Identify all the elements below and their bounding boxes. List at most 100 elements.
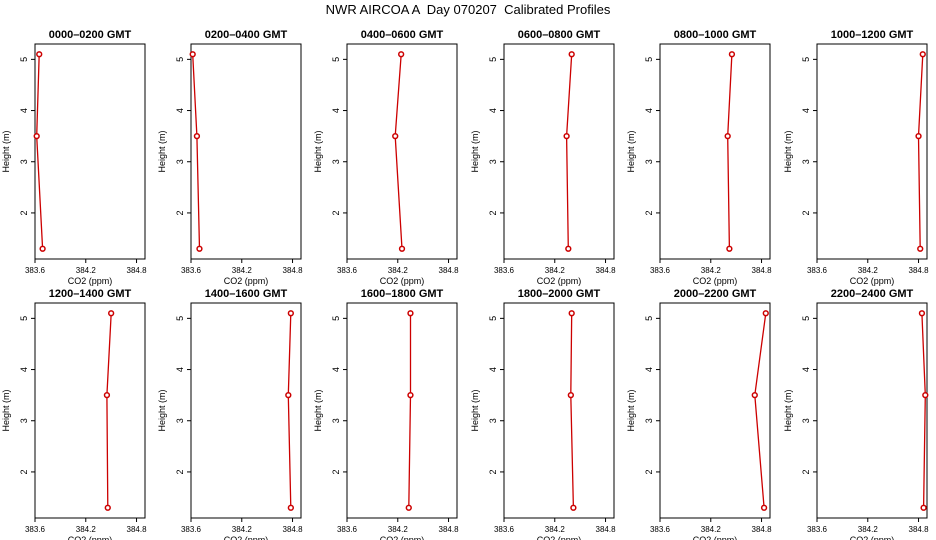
panel-title: 2200–2400 GMT [831, 288, 914, 300]
panel-title: 0200–0400 GMT [205, 29, 288, 41]
y-tick-label: 3 [801, 418, 811, 423]
profile-line [754, 313, 767, 508]
y-tick-label: 2 [488, 469, 498, 474]
x-tick-label: 384.8 [127, 266, 148, 275]
y-axis-label: Height (m) [626, 130, 636, 172]
plot-frame [34, 43, 146, 260]
y-tick-label: 4 [19, 367, 29, 372]
profile-point [728, 51, 736, 58]
profile-point [405, 504, 412, 511]
plot-frame [190, 302, 302, 519]
profile-point [726, 245, 733, 252]
y-axis-label: Height (m) [626, 389, 636, 431]
x-tick-label: 384.8 [752, 525, 773, 534]
x-tick-label: 384.2 [858, 525, 879, 534]
y-tick-label: 3 [175, 159, 185, 164]
plot-frame [816, 43, 928, 260]
x-tick-label: 384.2 [545, 266, 566, 275]
y-axis-label: Height (m) [313, 130, 323, 172]
profile-point [568, 51, 575, 58]
x-tick-label: 384.8 [596, 525, 617, 534]
y-tick-label: 5 [331, 316, 341, 321]
y-tick-label: 5 [488, 57, 498, 62]
profile-point [285, 391, 292, 399]
x-tick-label: 384.2 [388, 525, 409, 534]
plot-frame [346, 302, 458, 519]
profile-line [106, 313, 112, 508]
profile-point [287, 310, 294, 317]
x-tick-label: 384.8 [909, 525, 930, 534]
x-tick-label: 384.8 [752, 266, 773, 275]
x-axis-label: CO2 (ppm) [68, 535, 113, 540]
panel-title: 1400–1600 GMT [205, 288, 288, 300]
y-tick-label: 2 [19, 469, 29, 474]
x-tick-label: 383.6 [807, 525, 828, 534]
y-tick-label: 3 [644, 159, 654, 164]
y-tick-label: 4 [19, 108, 29, 113]
x-tick-label: 383.6 [181, 525, 202, 534]
y-tick-label: 5 [644, 57, 654, 62]
y-axis-label: Height (m) [783, 130, 793, 172]
profile-line [921, 313, 926, 508]
panel-title: 0600–0800 GMT [518, 29, 601, 41]
x-tick-label: 383.6 [337, 525, 358, 534]
x-tick-label: 384.2 [701, 525, 722, 534]
profile-point [568, 310, 575, 317]
plot-frame [659, 302, 771, 519]
y-axis-label: Height (m) [157, 130, 167, 172]
profile-line [287, 313, 292, 508]
panel-12: 2200–2400 GMT 383.6 384.2 384.8 CO2 (ppm) 2 3 4… [783, 288, 929, 540]
y-tick-label: 5 [331, 57, 341, 62]
profile-point [563, 132, 570, 140]
panel-title: 1000–1200 GMT [831, 29, 914, 41]
plot-frame [346, 43, 458, 260]
x-tick-label: 384.2 [701, 266, 722, 275]
panel-6: 1000–1200 GMT 383.6 384.2 384.8 CO2 (ppm) 2 3 4… [783, 29, 929, 286]
x-axis-label: CO2 (ppm) [537, 535, 582, 540]
y-axis-label: Height (m) [783, 389, 793, 431]
plot-frame [190, 43, 302, 260]
x-axis-label: CO2 (ppm) [380, 276, 425, 286]
x-tick-label: 384.2 [388, 266, 409, 275]
y-tick-label: 5 [488, 316, 498, 321]
y-tick-label: 5 [175, 57, 185, 62]
y-tick-label: 5 [801, 57, 811, 62]
y-axis-label: Height (m) [1, 389, 11, 431]
panel-title: 2000–2200 GMT [674, 288, 757, 300]
x-tick-label: 384.8 [596, 266, 617, 275]
y-tick-label: 3 [488, 159, 498, 164]
y-axis-label: Height (m) [1, 130, 11, 172]
profile-line [408, 313, 412, 508]
profile-point [751, 391, 758, 399]
x-axis-label: CO2 (ppm) [537, 276, 582, 286]
profile-point [398, 245, 406, 252]
x-axis-label: CO2 (ppm) [68, 276, 113, 286]
y-axis-label: Height (m) [470, 389, 480, 431]
profile-point [724, 132, 731, 140]
profile-point [407, 310, 414, 317]
y-tick-label: 5 [19, 316, 29, 321]
panel-2: 0200–0400 GMT 383.6 384.2 384.8 CO2 (ppm) 2 3 4… [157, 29, 303, 286]
panel-8: 1400–1600 GMT 383.6 384.2 384.8 CO2 (ppm) 2 3 4… [157, 288, 303, 540]
profile-point [918, 310, 926, 317]
x-tick-label: 383.6 [807, 266, 828, 275]
profile-point [567, 391, 574, 399]
profile-point [570, 504, 577, 511]
x-tick-label: 383.6 [25, 266, 46, 275]
profile-point [922, 391, 929, 399]
profile-line [36, 54, 44, 249]
x-tick-label: 383.6 [494, 525, 515, 534]
panel-5: 0800–1000 GMT 383.6 384.2 384.8 CO2 (ppm) 2 3 4… [626, 29, 772, 286]
panel-4: 0600–0800 GMT 383.6 384.2 384.8 CO2 (ppm) 2 3 4… [470, 29, 616, 286]
y-tick-label: 3 [644, 418, 654, 423]
y-tick-label: 3 [175, 418, 185, 423]
x-axis-label: CO2 (ppm) [850, 535, 895, 540]
y-axis-label: Height (m) [470, 130, 480, 172]
panel-11: 2000–2200 GMT 383.6 384.2 384.8 CO2 (ppm) 2 3 4… [626, 288, 772, 540]
x-axis-label: CO2 (ppm) [224, 276, 269, 286]
panel-10: 1800–2000 GMT 383.6 384.2 384.8 CO2 (ppm) 2 3 4… [470, 288, 616, 540]
profile-point [915, 132, 922, 140]
profile-point [917, 245, 924, 252]
panel-3: 0400–0600 GMT 383.6 384.2 384.8 CO2 (ppm) 2 3 4… [313, 29, 459, 286]
